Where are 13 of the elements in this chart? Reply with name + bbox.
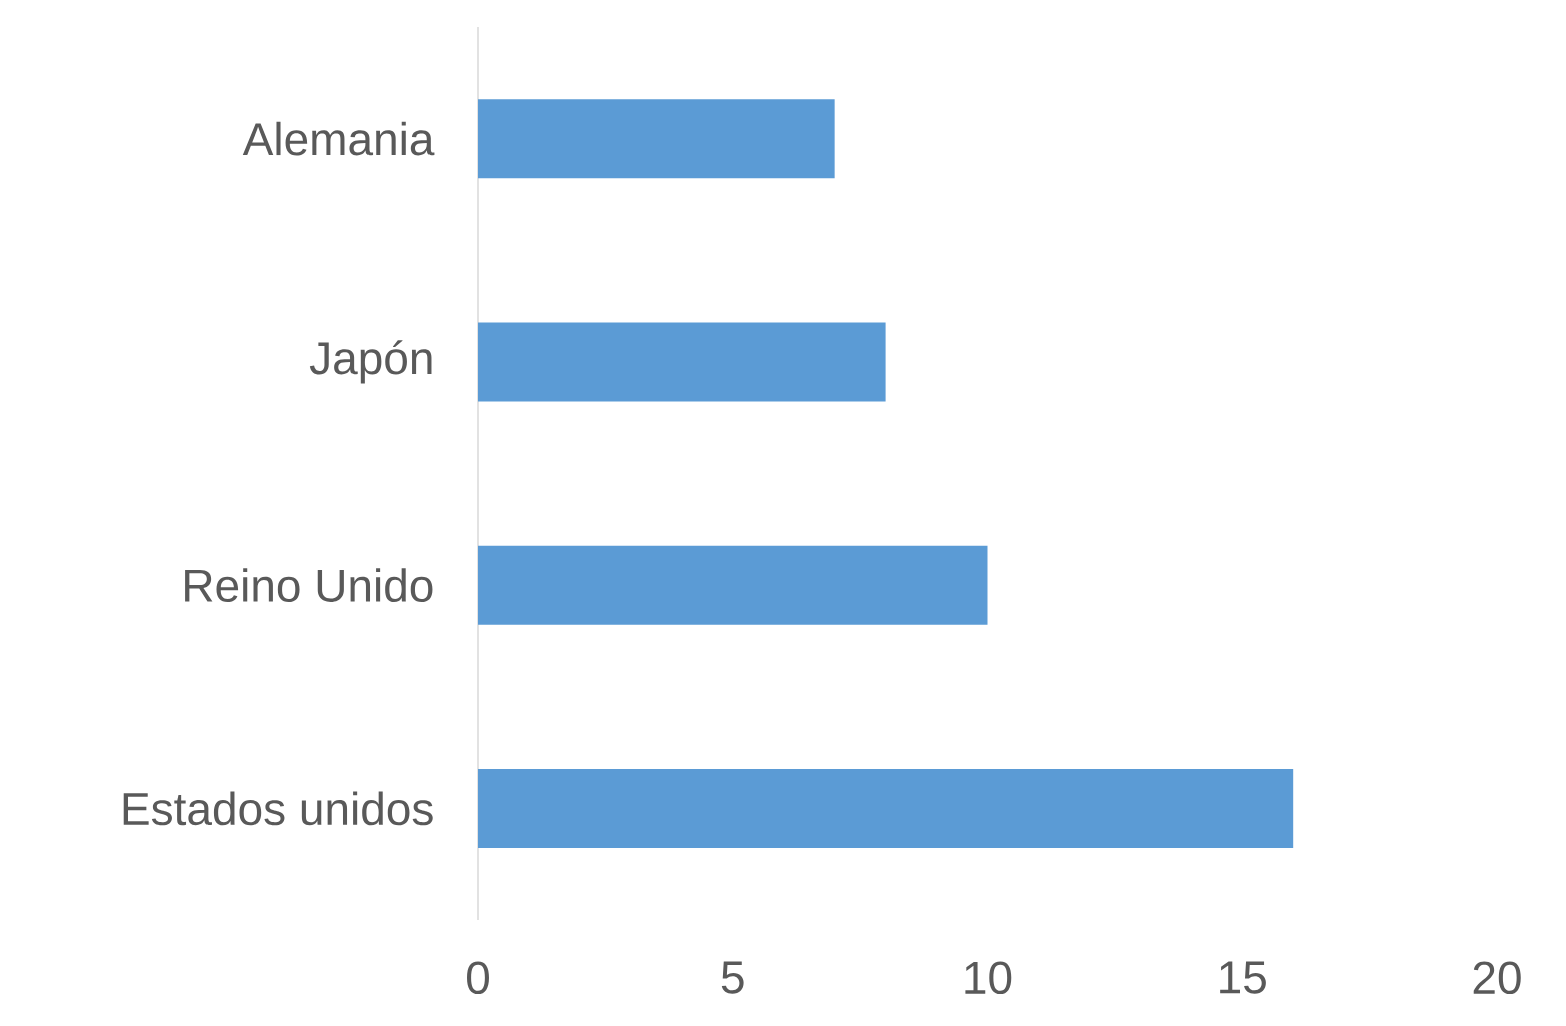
- x-tick-label: 20: [1473, 961, 1521, 995]
- y-tick-label: Japón: [309, 340, 432, 384]
- x-tick-label: 15: [1220, 961, 1266, 994]
- bar: [478, 322, 886, 402]
- x-tick-label: 10: [965, 961, 1012, 995]
- bar: [478, 545, 988, 625]
- bar: [478, 99, 835, 179]
- bar: [478, 768, 1294, 848]
- y-tick-label: Alemania: [242, 121, 435, 156]
- y-tick-label: Reino Unido: [185, 568, 433, 603]
- x-tick-label: 5: [721, 961, 744, 994]
- y-tick-label: Estados unidos: [123, 791, 433, 826]
- x-tick-label: 0: [467, 961, 489, 995]
